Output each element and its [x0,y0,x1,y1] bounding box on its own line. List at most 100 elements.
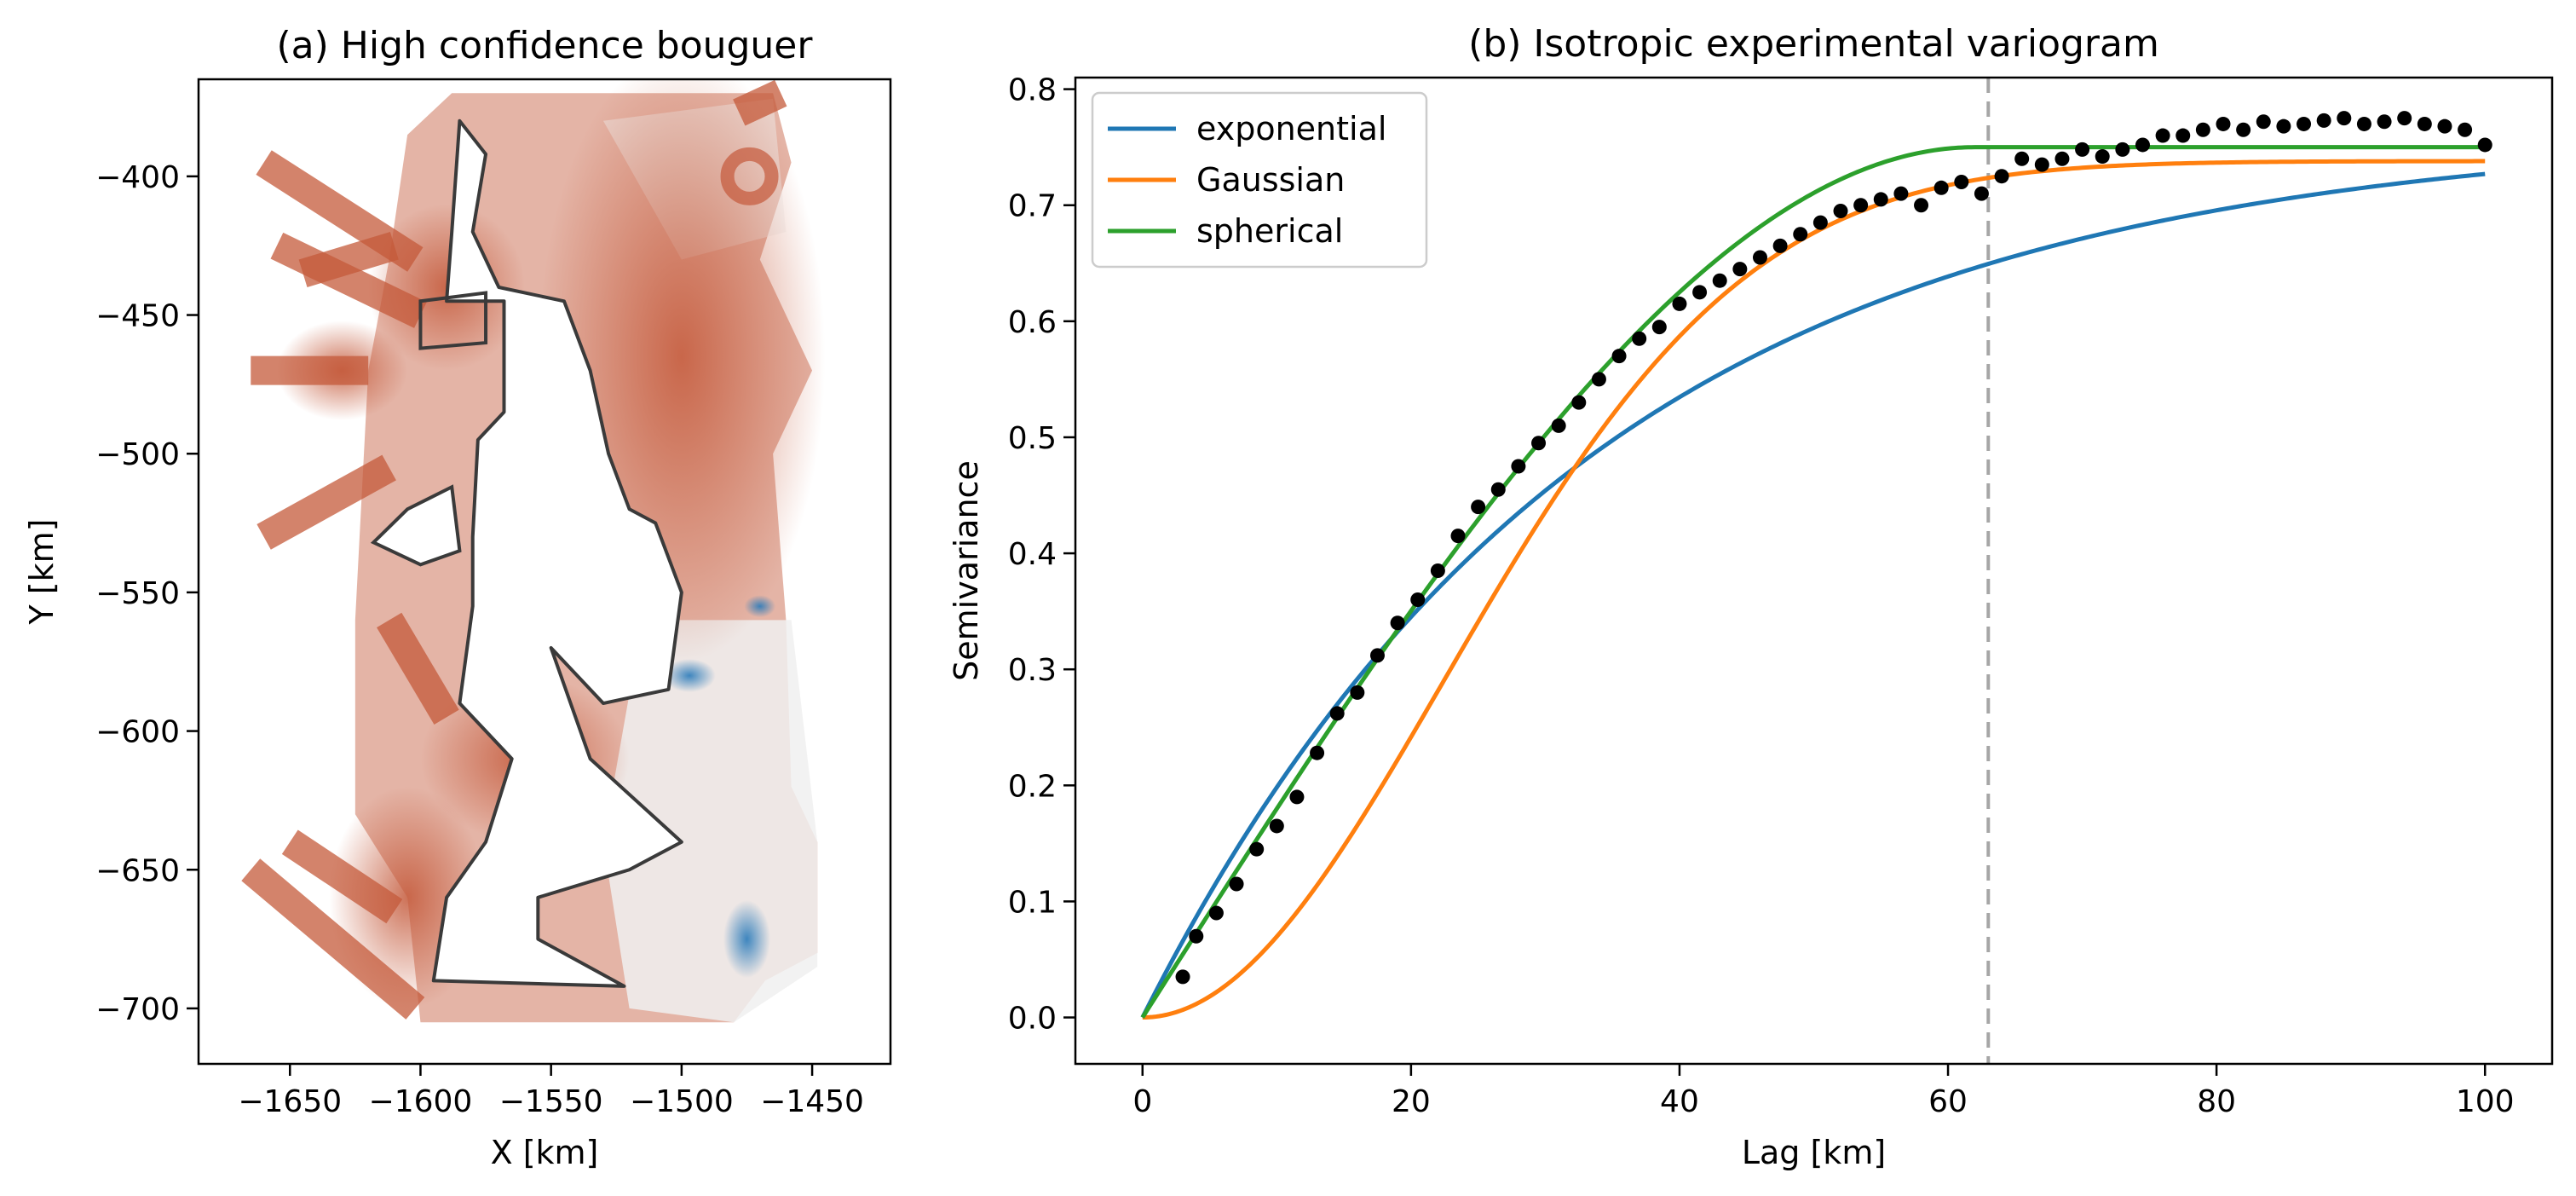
experimental-point [1732,262,1748,277]
experimental-point [1571,395,1587,410]
y-tick-label: 0.7 [1008,189,1057,224]
experimental-point [1189,928,1204,944]
experimental-point [2276,118,2291,134]
experimental-point [1410,592,1426,608]
experimental-point [2477,137,2492,153]
bouguer-map-axes-frame [197,78,892,1066]
experimental-point [2095,149,2110,165]
experimental-point [1430,563,1445,578]
experimental-point [1692,285,1708,300]
experimental-point [1893,186,1909,201]
experimental-point [2437,118,2452,134]
high-confidence-outline [370,118,683,988]
y-tick-label: −500 [95,437,180,472]
experimental-point [1350,685,1365,700]
experimental-point [1450,529,1466,544]
bouguer-map-x-axis-label: X [km] [491,1134,599,1171]
variogram-y-axis-label: Semivariance [948,460,985,681]
experimental-point [1853,198,1869,213]
variogram-y-ticks: 0.0 0.1 0.2 0.3 0.4 0.5 0.6 0.7 0.8 [1008,73,1075,1037]
x-tick-label: −1550 [499,1084,603,1119]
negative-anomaly-patch [744,595,776,618]
variogram-panel: (b) Isotropic experimental variogram 0 20… [948,22,2554,1171]
experimental-point [2397,111,2412,126]
curve-exponential [1140,171,2486,1019]
survey-line-strip [377,612,459,725]
experimental-point [1933,180,1949,195]
curve-gaussian [1142,159,2486,1020]
excluded-region [433,120,682,986]
experimental-point [1793,227,1808,242]
experimental-point [2135,137,2150,153]
experimental-point [1249,841,1265,857]
experimental-point [2417,116,2432,131]
experimental-point [1511,459,1526,474]
experimental-point [2458,122,2473,137]
x-tick-label: 20 [1392,1084,1431,1119]
y-tick-label: −600 [95,715,180,750]
experimental-point [2316,113,2331,128]
y-tick-label: 0.2 [1008,769,1057,804]
y-tick-label: −450 [95,299,180,334]
legend-label: exponential [1196,110,1386,147]
variogram-title: (b) Isotropic experimental variogram [1468,22,2159,66]
bouguer-map-title: (a) High confidence bouguer [277,24,814,67]
experimental-point [1914,198,1929,213]
x-tick-label: 60 [1928,1084,1968,1119]
experimental-point [1954,175,1969,190]
negative-anomaly-patch [723,900,771,979]
bouguer-map-x-ticks: −1650 −1600 −1550 −1500 −1450 [238,1064,864,1119]
experimental-point [1651,320,1667,335]
legend-label: Gaussian [1196,161,1345,199]
experimental-point [1551,418,1566,433]
experimental-point [2377,114,2392,130]
legend-label: spherical [1196,212,1343,250]
outline-inlet [418,291,488,350]
y-tick-label: 0.0 [1008,1002,1057,1037]
experimental-point [2297,116,2312,131]
y-tick-label: 0.5 [1008,421,1057,456]
bouguer-map-panel: (a) High confidence bouguer −1650 −1600 −1… [23,24,892,1171]
variogram-legend: exponential Gaussian spherical [1091,91,1428,269]
experimental-point [2216,116,2231,131]
outline-main [431,118,683,988]
experimental-point [1611,349,1627,364]
experimental-point [1175,969,1190,985]
model-curves [1140,145,2486,1020]
experimental-point [2054,151,2070,166]
experimental-point [1310,745,1325,760]
negative-anomaly-patch [663,658,716,693]
y-tick-label: 0.8 [1008,73,1057,108]
survey-line-strip [256,454,396,550]
experimental-point [1873,192,1888,207]
x-tick-label: −1650 [238,1084,342,1119]
experimental-point [1390,615,1405,631]
experimental-point [1712,273,1727,288]
outline-island [370,484,462,567]
experimental-point [1672,296,1687,311]
bouguer-map-y-ticks: −400 −450 −500 −550 −600 −650 −700 [95,160,199,1027]
x-tick-label: 40 [1660,1084,1699,1119]
experimental-point [1531,436,1547,451]
variogram-x-ticks: 0 20 40 60 80 100 [1132,1064,2515,1119]
x-tick-label: 100 [2456,1084,2515,1119]
curve-spherical [1140,145,2486,1019]
experimental-point [1632,331,1647,346]
legend-box [1091,91,1428,269]
x-tick-label: −1450 [760,1084,864,1119]
experimental-point [2195,122,2210,137]
experimental-point [2155,128,2170,143]
y-tick-label: 0.4 [1008,537,1057,572]
ring-feature [720,147,779,205]
experimental-point [1591,372,1606,387]
experimental-point [2075,142,2090,157]
bouguer-map-y-axis-label: Y [km] [23,519,61,626]
y-tick-label: −400 [95,160,180,195]
experimental-point [1208,905,1224,921]
experimental-point [2115,142,2130,157]
experimental-point [2014,151,2030,166]
x-tick-label: 80 [2197,1084,2236,1119]
y-tick-label: 0.3 [1008,653,1057,688]
bouguer-anomaly-patch [276,321,408,421]
